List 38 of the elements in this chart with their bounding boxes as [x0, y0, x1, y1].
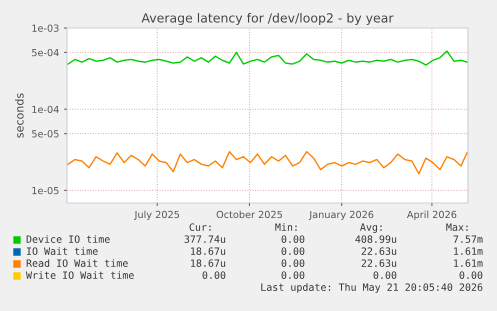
line-series	[67, 50, 468, 66]
legend-label: Write IO Wait time	[26, 271, 134, 279]
text: 22.63u	[362, 247, 396, 255]
y-axis-title: seconds	[15, 93, 24, 138]
legend-label: Read IO Wait time	[26, 259, 128, 267]
y-tick-label: 5e-04	[32, 48, 59, 56]
text: 0.00	[282, 235, 304, 243]
text: 0.00	[282, 259, 304, 267]
text: Avg:	[360, 223, 382, 233]
legend-label: Device IO time	[26, 235, 110, 243]
text: 1.61m	[454, 259, 483, 267]
x-tick-label: July 2025	[134, 210, 180, 220]
text: 408.99u	[355, 235, 396, 243]
text: Max:	[446, 223, 468, 231]
line-series	[67, 150, 468, 175]
legend-label: IO Wait time	[26, 247, 98, 255]
text: Last update: Thu May 21 20:05:40 2026	[261, 283, 482, 293]
text: 0.00	[282, 271, 304, 279]
text: 0.00	[282, 247, 304, 255]
text: 0.00	[202, 271, 226, 279]
x-tick-label: October 2025	[216, 210, 282, 218]
text: 0.00	[460, 271, 482, 279]
text: 377.74u	[184, 235, 226, 243]
text: 0.00	[374, 271, 396, 279]
text: 18.67u	[191, 247, 226, 255]
text: 7.57m	[454, 235, 483, 243]
text: 1.61m	[454, 247, 483, 255]
y-tick-label: 5e-05	[32, 130, 59, 138]
x-tick-label: April 2026	[406, 210, 456, 220]
y-tick-label: 1e-04	[32, 106, 59, 114]
text: Cur:	[190, 223, 211, 231]
text: Min:	[275, 223, 297, 231]
text: 18.67u	[191, 259, 226, 267]
y-tick-label: 1e-05	[32, 186, 59, 194]
text: 22.63u	[362, 259, 396, 267]
x-tick-label: January 2026	[308, 210, 374, 220]
y-tick-label: 1e-03	[32, 24, 59, 32]
chart-title: Average latency for /dev/loop2 - by year	[142, 12, 394, 26]
